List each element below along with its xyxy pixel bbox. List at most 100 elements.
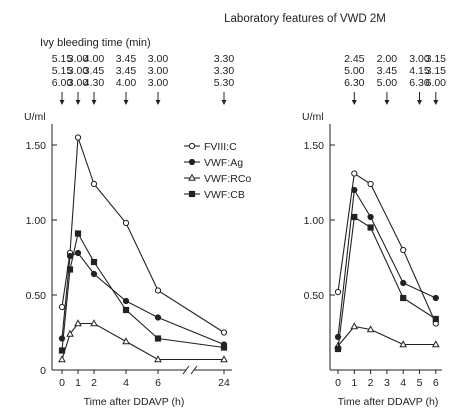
left-point-vwf-ag	[154, 314, 162, 321]
right-panel: U/ml 0.50 1.00 1.50 0 1 2 3 4 5 6 Time after DDAVP …	[302, 53, 446, 408]
right-xtick-label: 6	[433, 377, 439, 389]
left-point-vwf-rco	[66, 329, 74, 337]
right-bleeding-time: 3.45	[377, 65, 398, 77]
right-point-fviii-c	[400, 246, 407, 254]
right-point-vwf-ag	[351, 186, 358, 194]
right-point-vwf-cb	[432, 315, 439, 323]
left-bleeding-time: 5.15	[52, 65, 73, 77]
left-bleeding-time: 3.00	[148, 53, 169, 65]
left-point-vwf-rco	[220, 355, 228, 363]
right-xtick-label: 0	[335, 377, 341, 389]
legend-marker-fviii-c	[188, 142, 196, 150]
left-bleeding-time: 3.00	[148, 77, 169, 89]
left-arrow-head	[75, 100, 81, 105]
left-bleeding-time: 3.45	[116, 65, 137, 77]
right-point-vwf-cb	[351, 213, 358, 221]
right-bleeding-time: 4.15	[409, 65, 430, 77]
right-bleeding-time: 5.00	[344, 65, 365, 77]
right-bleeding-time: 6.30	[409, 77, 430, 89]
left-point-vwf-rco	[90, 319, 98, 327]
right-bleeding-time: 3.15	[426, 53, 447, 65]
left-ylabel: U/ml	[24, 111, 46, 123]
left-bleeding-time: 5.30	[214, 77, 235, 89]
right-point-vwf-ag	[367, 213, 374, 221]
left-xlabel: Time after DDAVP (h)	[84, 396, 185, 408]
left-bleeding-time: 4.00	[116, 77, 137, 89]
left-point-vwf-rco	[154, 355, 162, 363]
left-point-vwf-rco	[122, 337, 130, 345]
right-xtick-label: 2	[368, 377, 374, 389]
left-point-fviii-c	[90, 180, 98, 188]
right-bleeding-time: 5.00	[377, 77, 398, 89]
left-point-vwf-cb	[74, 230, 82, 237]
left-point-vwf-ag	[74, 249, 82, 257]
left-point-vwf-cb	[66, 266, 74, 273]
left-series-vwf-ag	[58, 249, 228, 348]
legend-label-vwf-cb: VWF:CB	[204, 189, 245, 201]
right-point-vwf-rco	[350, 322, 359, 330]
right-point-vwf-ag	[400, 279, 407, 287]
left-point-vwf-cb	[154, 335, 162, 342]
left-bleeding-time: 3.45	[116, 53, 137, 65]
right-point-vwf-cb	[334, 345, 342, 353]
left-bleeding-time: 3.30	[214, 65, 235, 77]
right-xtick-label: 4	[400, 377, 406, 389]
left-xtick-label: 4	[123, 377, 129, 389]
right-xtick-label: 5	[417, 377, 423, 389]
left-series-vwf-rco	[58, 319, 228, 363]
right-ytick-label: 1.00	[304, 215, 325, 227]
right-point-vwf-rco	[366, 325, 375, 333]
right-series-vwf-cb	[334, 213, 439, 353]
left-point-vwf-cb	[90, 258, 98, 266]
left-line-fviii-c	[61, 137, 225, 333]
left-point-fviii-c	[220, 329, 228, 336]
right-point-vwf-cb	[400, 294, 407, 302]
left-arrow-head	[59, 100, 65, 105]
right-bleeding-time: 6.30	[344, 77, 365, 89]
left-point-fviii-c	[58, 303, 66, 311]
right-xtick-label: 1	[351, 377, 357, 389]
right-point-fviii-c	[334, 288, 342, 296]
left-point-vwf-cb	[122, 306, 130, 314]
left-bleeding-time: 6.00	[52, 77, 73, 89]
legend: FVIII:C VWF:Ag VWF:RCo VWF:CB	[184, 141, 251, 201]
legend-label-fviii-c: FVIII:C	[204, 141, 237, 153]
left-xtick-label: 0	[59, 377, 65, 389]
left-ytick-label: 1.50	[26, 140, 47, 152]
left-axis-break	[182, 365, 198, 375]
left-series-fviii-c	[58, 134, 228, 336]
right-point-vwf-rco	[399, 340, 408, 348]
left-xtick-label: 24	[218, 377, 230, 389]
left-bleeding-time: 3.00	[68, 77, 89, 89]
right-point-fviii-c	[351, 170, 358, 177]
left-arrow-head	[155, 100, 161, 105]
left-point-fviii-c	[154, 287, 162, 294]
left-bleeding-time: 3.00	[68, 65, 89, 77]
left-ytick-label: 1.00	[26, 215, 47, 227]
left-point-vwf-rco	[58, 355, 66, 363]
right-bleeding-time: 6.00	[426, 77, 447, 89]
right-arrow-head	[417, 100, 422, 105]
right-line-vwf-rco	[337, 325, 436, 347]
left-arrow-head	[221, 100, 227, 105]
left-bleeding-time: 4.00	[84, 53, 105, 65]
right-point-vwf-ag	[432, 294, 439, 302]
right-bleeding-time: 2.00	[377, 53, 398, 65]
left-line-vwf-rco	[61, 322, 224, 361]
left-point-vwf-cb	[220, 344, 228, 351]
right-arrow-head	[433, 100, 439, 105]
right-ylabel: U/ml	[302, 111, 324, 123]
bleeding-time-label: Ivy bleeding time (min)	[40, 37, 151, 49]
left-ytick-label: 0.50	[26, 290, 47, 302]
legend-label-vwf-rco: VWF:RCo	[204, 173, 251, 185]
left-bleeding-time: 3.00	[68, 53, 89, 65]
right-arrow-head	[384, 100, 390, 105]
right-bleeding-time: 3.15	[426, 65, 447, 77]
right-xlabel: Time after DDAVP (h)	[338, 396, 439, 408]
left-point-fviii-c	[74, 134, 82, 141]
left-line-vwf-cb	[61, 231, 225, 351]
left-line-vwf-ag	[61, 252, 225, 346]
left-point-vwf-ag	[66, 252, 74, 260]
